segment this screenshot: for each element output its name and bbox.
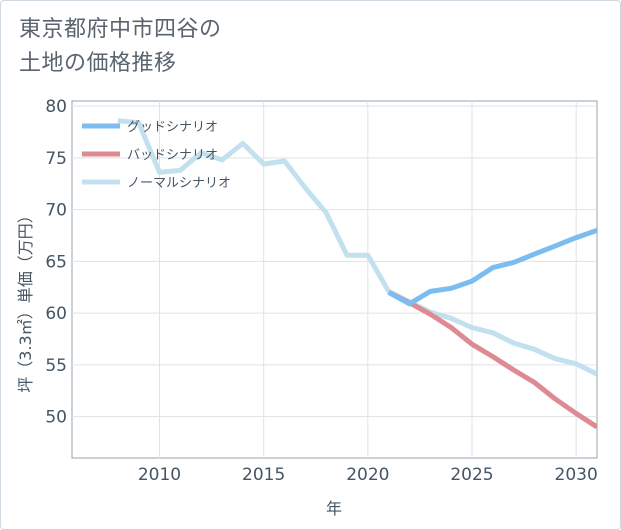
y-tick-label-60: 60 (45, 304, 67, 324)
chart-title-line-1: 東京都府中市四谷の (19, 17, 222, 42)
legend-label-1: バッドシナリオ (127, 148, 218, 163)
chart-title-line-2: 土地の価格推移 (19, 51, 177, 76)
y-tick-label-50: 50 (45, 408, 67, 428)
x-tick-label-2025: 2025 (450, 465, 493, 485)
series-layer (117, 118, 597, 430)
x-tick-label-2015: 2015 (242, 465, 285, 485)
legend-label-0: グッドシナリオ (127, 120, 218, 135)
series-line-1 (387, 290, 597, 430)
y-tick-label-55: 55 (45, 356, 67, 376)
y-tick-label-65: 65 (45, 252, 67, 272)
y-axis-title: 坪（3.3㎡）単価（万円） (16, 207, 35, 392)
x-tick-label-2030: 2030 (555, 465, 598, 485)
series-line-2 (117, 118, 597, 377)
x-tick-label-2020: 2020 (346, 465, 389, 485)
series-line-0 (387, 227, 597, 307)
x-tick-label-2010: 2010 (138, 465, 181, 485)
y-tick-label-70: 70 (45, 201, 67, 221)
chart-title: 東京都府中市四谷の 土地の価格推移 (19, 13, 222, 81)
y-tick-label-80: 80 (45, 97, 67, 117)
y-tick-label-75: 75 (45, 149, 67, 169)
y-tick-labels: 50 55 60 65 70 75 80 (45, 97, 67, 427)
x-tick-labels: 2010 2015 2020 2025 2030 (138, 465, 598, 485)
legend-label-2: ノーマルシナリオ (127, 176, 231, 191)
x-axis-title: 年 (326, 499, 342, 518)
